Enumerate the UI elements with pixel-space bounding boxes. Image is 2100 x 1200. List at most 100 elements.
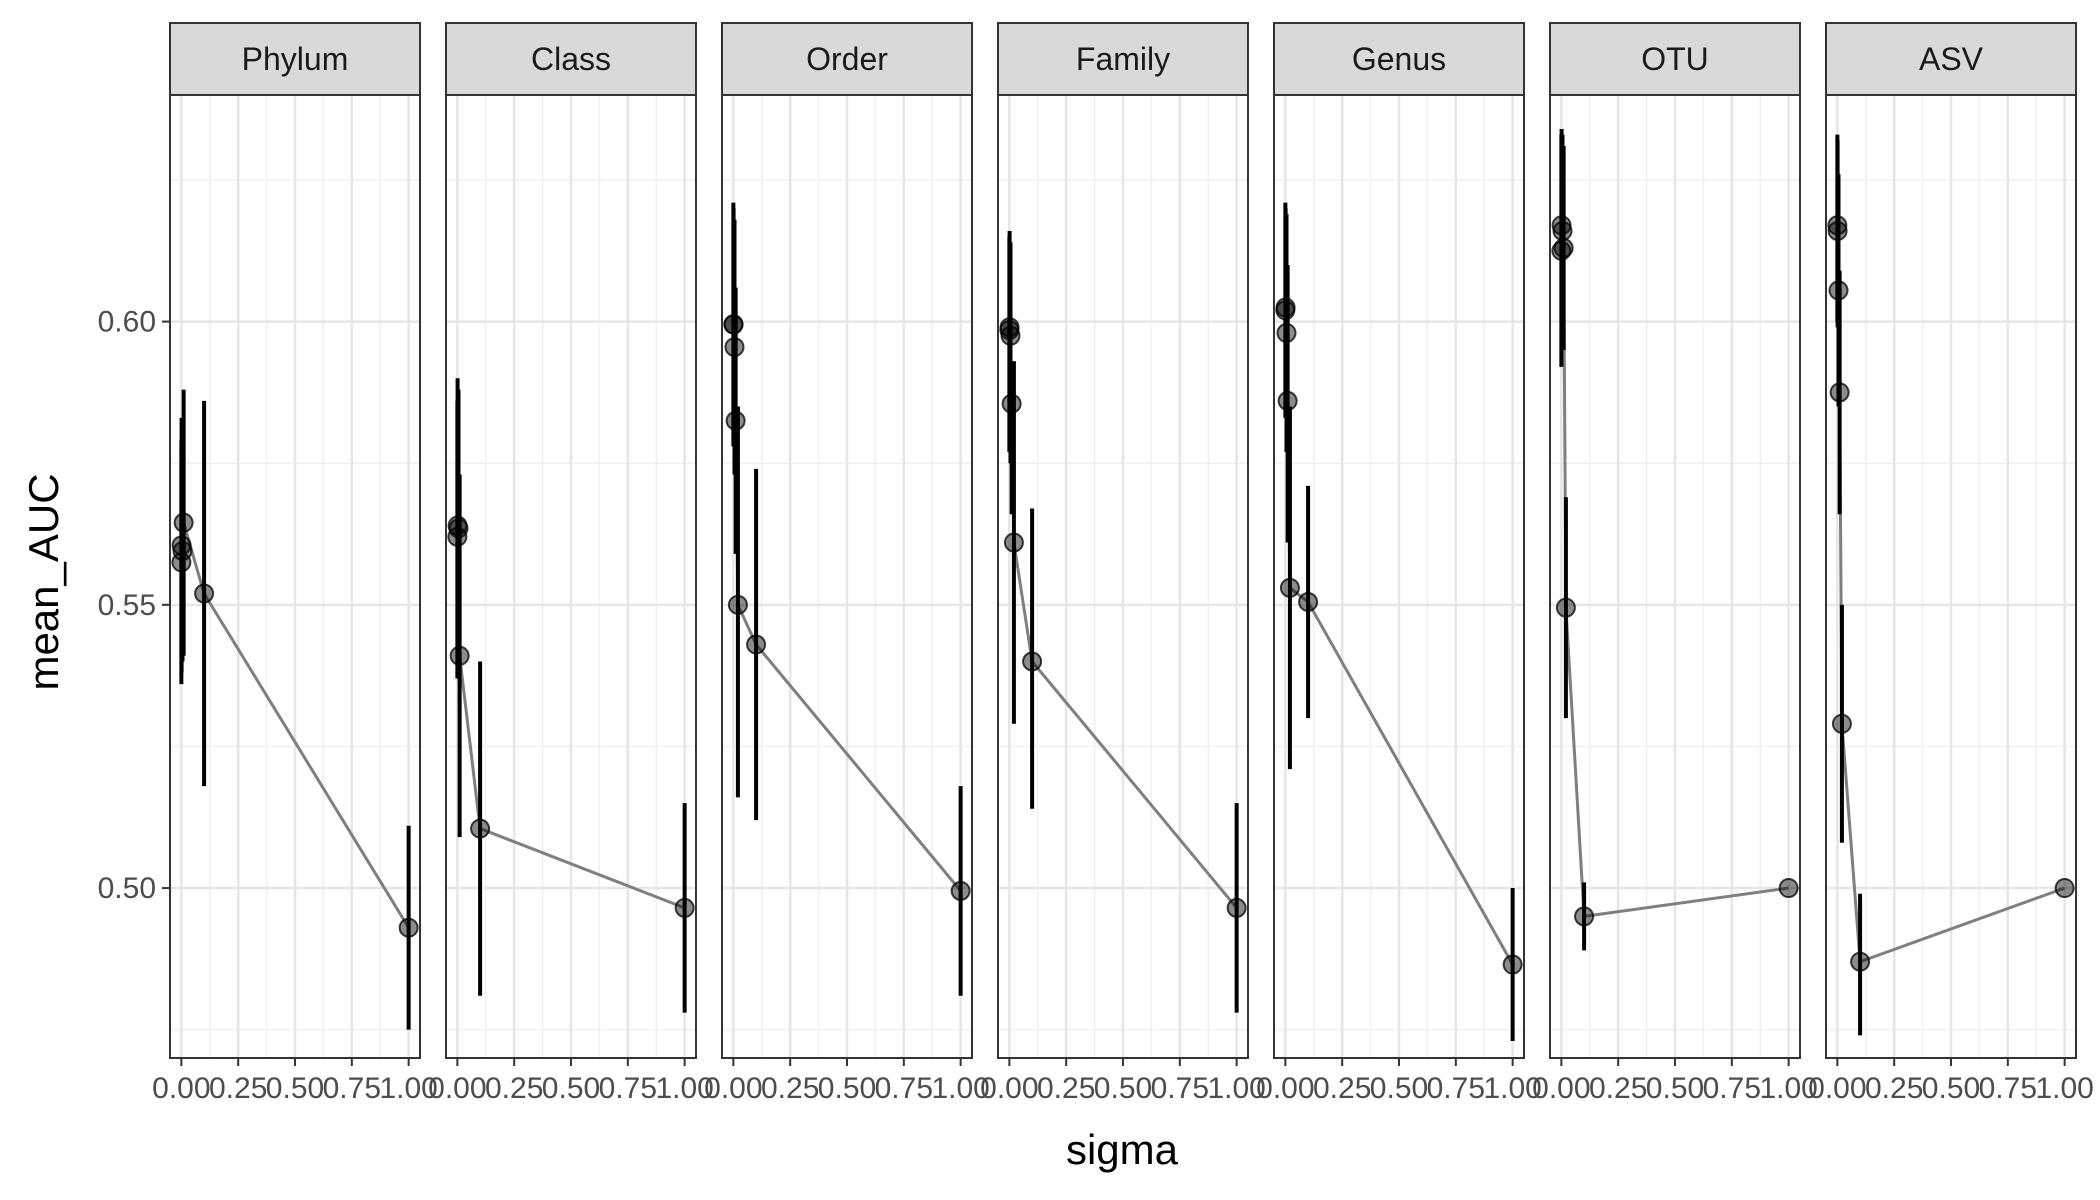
x-tick-label: 0.75: [1427, 1072, 1485, 1105]
data-point: [1502, 954, 1523, 975]
x-tick-label: 1.00: [379, 1072, 437, 1105]
facet-strip: [169, 22, 421, 96]
data-point: [746, 634, 767, 655]
x-tick-label: 0.25: [485, 1072, 543, 1105]
data-point: [724, 337, 745, 358]
facet-panel-genus: Genus 0.000.250.500.751.00: [1256, 22, 1542, 1105]
x-tick-label: 0.50: [266, 1072, 324, 1105]
data-point: [2054, 878, 2075, 899]
data-point: [1276, 322, 1297, 343]
data-point: [1778, 878, 1799, 899]
x-tick-label: 0.75: [1979, 1072, 2037, 1105]
facet-strip-label: ASV: [1919, 41, 1984, 77]
facet-panel-otu: OTU 0.000.250.500.751.00: [1532, 22, 1818, 1105]
x-tick-label: 1.00: [655, 1072, 713, 1105]
data-point: [1277, 390, 1298, 411]
data-point: [173, 512, 194, 533]
x-tick-label: 0.75: [875, 1072, 933, 1105]
y-tick-label: 0.55: [98, 589, 156, 622]
facet-strip: [721, 22, 973, 96]
data-point: [1828, 280, 1849, 301]
facet-strip: [1273, 22, 1525, 96]
facet-strip-label: Class: [531, 41, 611, 77]
data-point: [1555, 597, 1576, 618]
x-tick-label: 0.50: [818, 1072, 876, 1105]
facet-panel-order: Order 0.000.250.500.751.00: [704, 22, 990, 1105]
facet-strip: [1825, 22, 2077, 96]
x-tick-label: 0.25: [1589, 1072, 1647, 1105]
x-tick-label: 0.00: [152, 1072, 210, 1105]
x-tick-label: 1.00: [931, 1072, 989, 1105]
data-point: [1827, 215, 1848, 236]
data-point: [1827, 220, 1848, 241]
facet-strip-label: Order: [806, 41, 888, 77]
x-tick-label: 0.50: [1646, 1072, 1704, 1105]
data-point: [448, 518, 469, 539]
facet-strip: [997, 22, 1249, 96]
data-point: [194, 583, 215, 604]
data-point: [727, 594, 748, 615]
data-point: [1850, 951, 1871, 972]
y-axis-title: mean_AUC: [20, 473, 67, 690]
data-point: [725, 410, 746, 431]
y-axis: 0.50 0.55 0.60: [98, 306, 170, 905]
x-tick-label: 0.50: [1922, 1072, 1980, 1105]
data-point: [1831, 713, 1852, 734]
data-point: [1279, 577, 1300, 598]
facet-panel-family: Family 0.000.250.500.751.00: [980, 22, 1266, 1105]
x-tick-label: 1.00: [1483, 1072, 1541, 1105]
y-tick-label: 0.60: [98, 306, 156, 339]
data-point: [1001, 393, 1022, 414]
facet-panels: Phylum0.000.250.500.751.00Class0.000.250…: [152, 22, 2094, 1105]
data-point: [1003, 532, 1024, 553]
x-tick-label: 0.00: [704, 1072, 762, 1105]
x-tick-label: 0.25: [1865, 1072, 1923, 1105]
data-point: [1829, 382, 1850, 403]
facet-strip: [1549, 22, 1801, 96]
facet-strip: [445, 22, 697, 96]
data-point: [470, 818, 491, 839]
data-point: [1552, 220, 1573, 241]
x-tick-label: 1.00: [1759, 1072, 1817, 1105]
data-point: [1275, 297, 1296, 318]
data-point: [1226, 897, 1247, 918]
x-tick-label: 0.75: [323, 1072, 381, 1105]
data-point: [1000, 325, 1021, 346]
x-axis-title: sigma: [1066, 1126, 1179, 1173]
data-point: [1298, 591, 1319, 612]
facet-strip-label: Genus: [1352, 41, 1446, 77]
x-tick-label: 1.00: [1207, 1072, 1265, 1105]
data-point: [1022, 651, 1043, 672]
y-tick-label: 0.50: [98, 872, 156, 905]
data-point: [172, 541, 193, 562]
x-tick-label: 0.25: [209, 1072, 267, 1105]
facet-strip-label: OTU: [1641, 41, 1709, 77]
facet-panel-phylum: Phylum 0.000.250.500.751.00: [152, 22, 438, 1105]
data-point: [950, 880, 971, 901]
x-tick-label: 1.00: [2035, 1072, 2093, 1105]
x-tick-label: 0.00: [980, 1072, 1038, 1105]
x-tick-label: 0.75: [599, 1072, 657, 1105]
data-point: [398, 917, 419, 938]
x-tick-label: 0.00: [428, 1072, 486, 1105]
x-tick-label: 0.25: [761, 1072, 819, 1105]
x-tick-label: 0.25: [1037, 1072, 1095, 1105]
facet-strip-label: Family: [1076, 41, 1170, 77]
x-tick-label: 0.25: [1313, 1072, 1371, 1105]
facet-panel-asv: ASV 0.000.250.500.751.00: [1808, 22, 2094, 1105]
data-point: [1553, 237, 1574, 258]
data-point: [449, 645, 470, 666]
data-point: [723, 314, 744, 335]
data-point: [1574, 906, 1595, 927]
x-tick-label: 0.75: [1151, 1072, 1209, 1105]
x-tick-label: 0.50: [542, 1072, 600, 1105]
x-tick-label: 0.00: [1532, 1072, 1590, 1105]
data-point: [674, 897, 695, 918]
facet-panel-class: Class 0.000.250.500.751.00: [428, 22, 714, 1105]
x-tick-label: 0.50: [1370, 1072, 1428, 1105]
x-tick-label: 0.50: [1094, 1072, 1152, 1105]
facet-strip-label: Phylum: [242, 41, 349, 77]
x-tick-label: 0.00: [1808, 1072, 1866, 1105]
x-tick-label: 0.00: [1256, 1072, 1314, 1105]
